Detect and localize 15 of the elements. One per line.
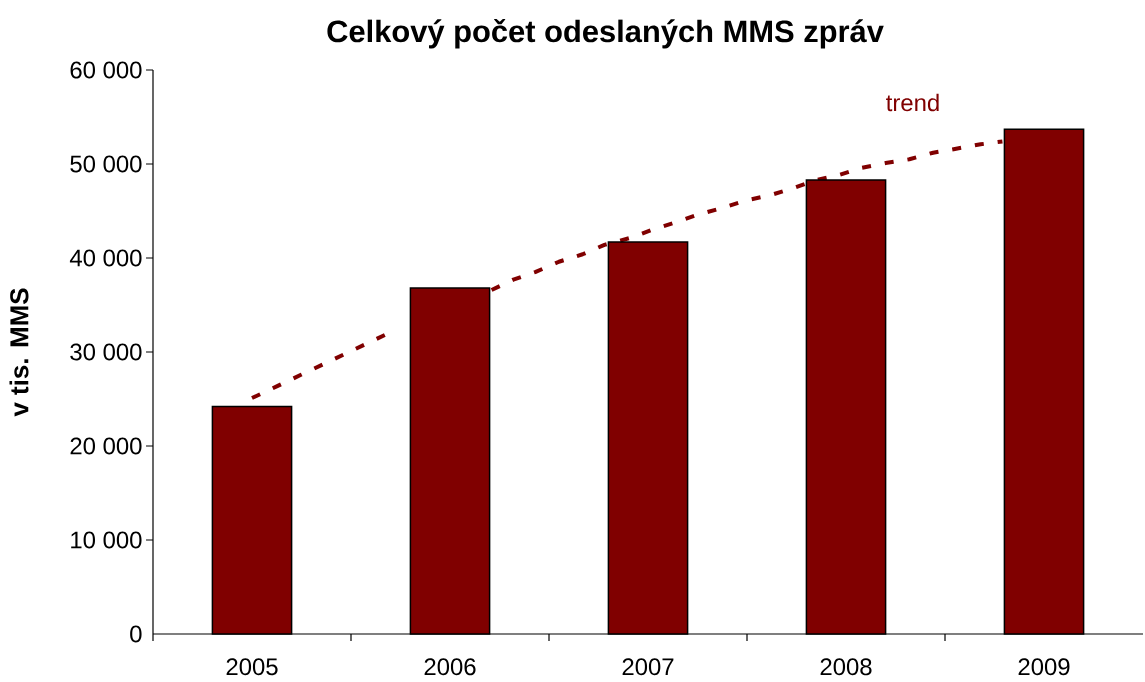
y-tick-label: 30 000 bbox=[70, 343, 142, 361]
x-tick-label: 2006 bbox=[424, 658, 476, 676]
y-tick-label: 20 000 bbox=[70, 437, 142, 455]
x-tick-label: 2009 bbox=[1018, 658, 1070, 676]
series-label: trend bbox=[886, 93, 939, 112]
chart-title: Celkový počet odeslaných MMS zpráv bbox=[327, 18, 884, 49]
y-tick-label: 10 000 bbox=[71, 531, 142, 549]
y-tick-label: 60 000 bbox=[70, 61, 142, 79]
y-axis-title: v tis. MMS bbox=[9, 288, 29, 417]
y-tick-label: 0 bbox=[130, 625, 142, 643]
x-tick-label: 2008 bbox=[820, 658, 872, 676]
y-tick-label: 40 000 bbox=[69, 249, 142, 267]
y-tick-label: 50 000 bbox=[70, 155, 142, 173]
x-tick-label: 2005 bbox=[226, 658, 278, 676]
x-tick-label: 2007 bbox=[622, 658, 674, 676]
